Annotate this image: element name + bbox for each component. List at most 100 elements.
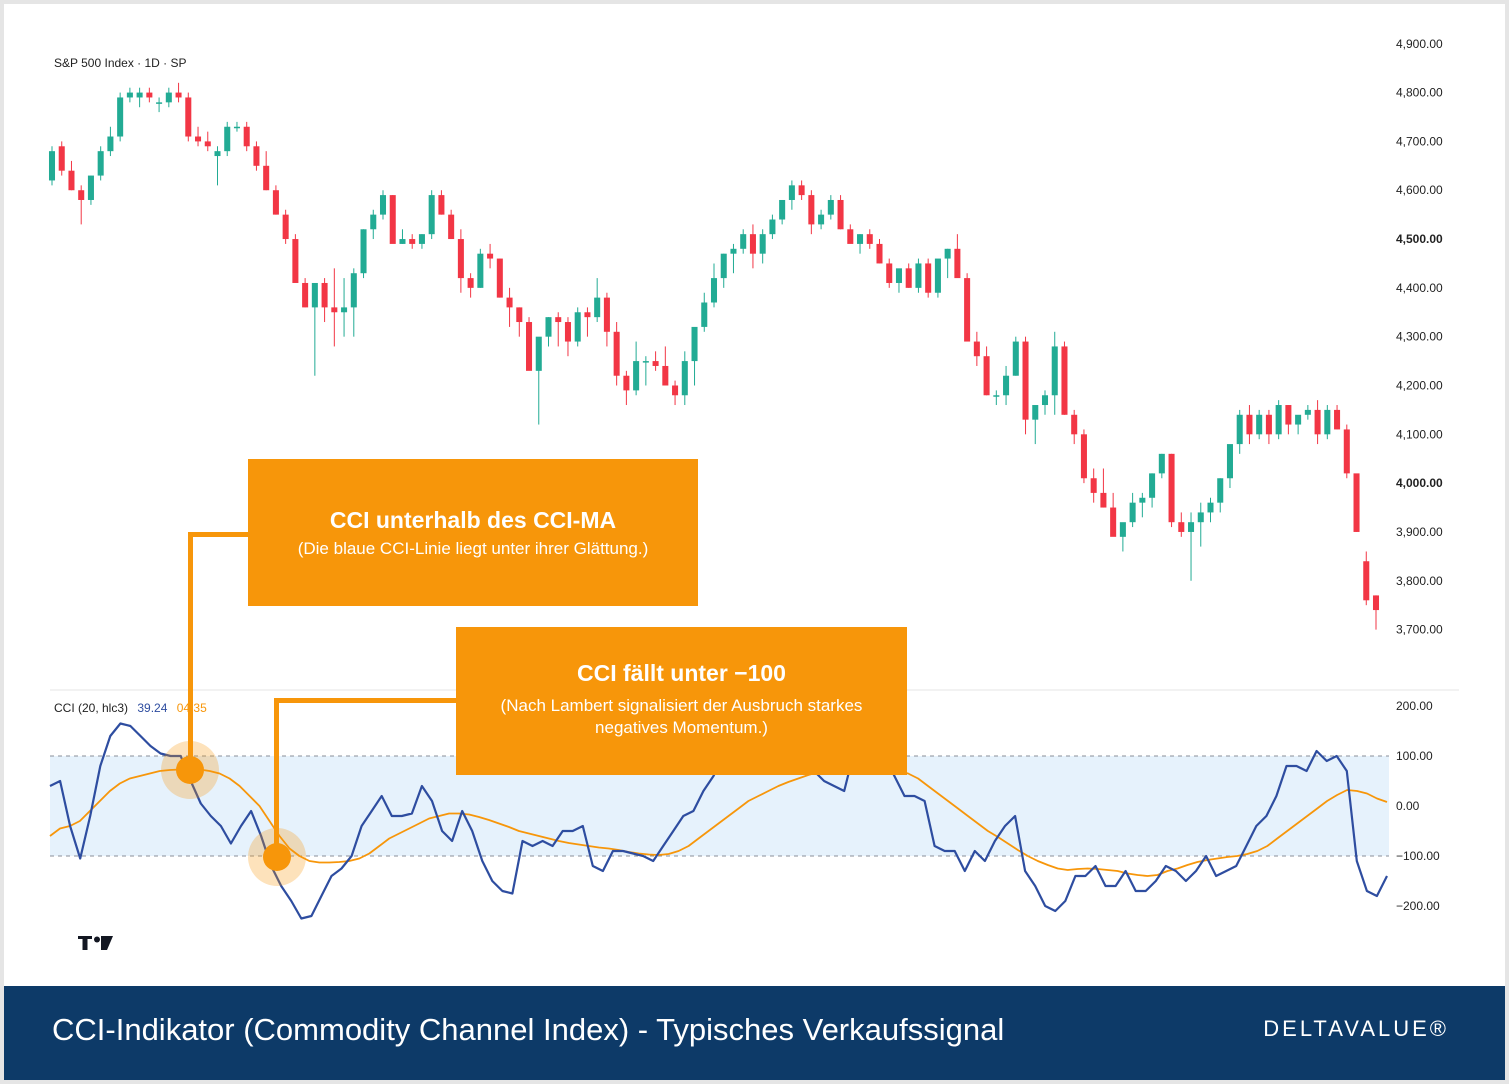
price-axis-tick: 4,400.00 (1396, 281, 1443, 295)
candle-body (535, 336, 542, 371)
callout-connector-2-v (274, 698, 279, 856)
candle-body (1139, 497, 1146, 503)
candle-body (526, 322, 533, 371)
candle-body (516, 307, 523, 323)
signal-marker-below-100 (263, 843, 291, 871)
candle-body (1158, 453, 1165, 474)
candle-body (847, 229, 854, 244)
cci-legend: CCI (20, hlc3) 39.24 04.35 (54, 701, 207, 715)
candle-body (925, 263, 932, 293)
candle-body (1285, 405, 1292, 425)
candle-body (642, 361, 649, 363)
candle-body (185, 97, 192, 137)
candle-body (662, 365, 669, 386)
candle-body (457, 239, 464, 279)
candle-body (1178, 522, 1185, 532)
candle-body (1110, 507, 1117, 537)
candle-body (613, 331, 620, 376)
candle-body (331, 307, 338, 313)
candle-body (993, 395, 1000, 397)
candle-body (730, 248, 737, 254)
chart-canvas: 4,900.00 4,800.00 4,700.00 4,600.00 4,500.00… (48, 37, 1459, 950)
candle-body (146, 92, 153, 98)
candle-body (710, 278, 718, 303)
candle-body (1003, 375, 1010, 396)
candle-body (253, 146, 260, 166)
candle-body (370, 214, 377, 230)
candle-body (467, 278, 474, 288)
candle-body (701, 302, 708, 327)
callout-cci-below-ma: CCI unterhalb des CCI-MA (Die blaue CCI-… (248, 459, 698, 606)
candle-body (1246, 414, 1253, 435)
candle-body (555, 317, 562, 323)
cci-legend-value: 39.24 (137, 701, 167, 715)
price-axis-tick: 4,500.00 (1396, 232, 1443, 246)
candle-body (1343, 429, 1350, 474)
candle-body (1022, 341, 1029, 420)
candle-body (341, 307, 348, 313)
candle-body (272, 190, 279, 215)
candle-body (1041, 395, 1049, 406)
candle-body (603, 297, 610, 332)
candle-body (321, 282, 328, 308)
price-axis-tick: 4,000.00 (1396, 476, 1443, 490)
deltavalue-logo: DELTAVALUE® (1263, 1016, 1449, 1041)
candle-body (886, 263, 893, 283)
price-axis-tick: 4,900.00 (1396, 37, 1443, 51)
callout-connector-2-h (274, 698, 460, 703)
candle-body (564, 322, 571, 342)
candle-body (623, 375, 630, 391)
price-axis-tick: 4,100.00 (1396, 427, 1443, 441)
callout-cci-below-minus-100: CCI fällt unter −100 (Nach Lambert signa… (456, 627, 907, 775)
candle-body (681, 361, 688, 396)
candle-body (1032, 405, 1039, 420)
candle-body (798, 185, 805, 196)
candle-body (97, 151, 104, 176)
price-chart-title: S&P 500 Index · 1D · SP (54, 56, 187, 70)
candle-body (1226, 444, 1233, 479)
candle-body (1314, 409, 1321, 435)
candle-body (818, 214, 825, 225)
candle-body (477, 253, 484, 288)
candle-body (788, 185, 795, 200)
candle-body (117, 97, 124, 137)
cci-axis-tick: 200.00 (1396, 699, 1433, 713)
cci-axis-tick: −200.00 (1396, 899, 1440, 913)
candle-body (1207, 502, 1214, 513)
tradingview-logo (78, 936, 113, 950)
callout-title: CCI unterhalb des CCI-MA (329, 507, 617, 533)
candle-body (720, 253, 727, 279)
candle-body (1012, 341, 1019, 376)
candle-body (934, 258, 941, 293)
candle-body (496, 258, 503, 298)
footer-banner: CCI-Indikator (Commodity Channel Index) … (4, 986, 1505, 1080)
candle-body (1275, 405, 1282, 435)
candle-body (905, 268, 912, 288)
candle-body (584, 312, 591, 318)
candle-body (1090, 478, 1097, 493)
candle-body (302, 282, 309, 308)
candle-body (759, 234, 766, 254)
candle-body (827, 199, 834, 215)
candle-body (243, 126, 250, 147)
candle-body (672, 385, 679, 396)
callout-connector-1-h (188, 532, 248, 537)
candle-body (1236, 414, 1243, 445)
candle-body (68, 170, 75, 191)
callout-subtitle: (Die blaue CCI-Linie liegt unter ihrer G… (297, 539, 649, 558)
candle-body (350, 273, 357, 308)
candle-body (545, 317, 552, 337)
candle-body (1051, 346, 1058, 396)
candle-body (448, 214, 455, 240)
callout-subtitle: (Nach Lambert signalisiert der Ausbruch … (500, 696, 863, 737)
candle-body (233, 126, 240, 129)
candle-body (633, 361, 640, 391)
candle-body (1197, 512, 1204, 523)
candle-body (399, 239, 406, 244)
price-axis-tick: 3,700.00 (1396, 623, 1443, 637)
candle-body (360, 229, 367, 274)
candle-body (779, 199, 786, 220)
candle-body (292, 239, 299, 283)
candle-body (944, 248, 951, 259)
candle-body (866, 234, 873, 244)
